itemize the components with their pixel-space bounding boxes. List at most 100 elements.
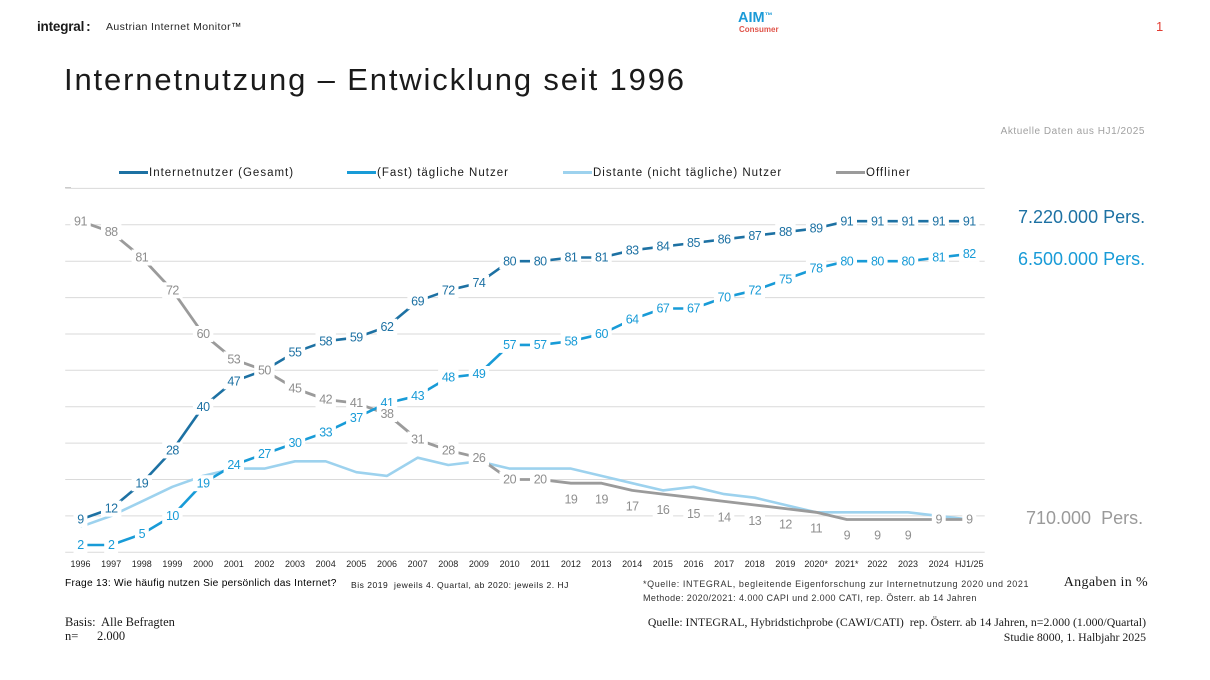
svg-text:67: 67 [656, 302, 669, 316]
svg-text:9: 9 [966, 513, 973, 527]
svg-text:10: 10 [166, 509, 179, 523]
svg-text:80: 80 [902, 254, 915, 268]
svg-text:2006: 2006 [377, 559, 397, 569]
svg-text:2004: 2004 [316, 559, 336, 569]
svg-text:60: 60 [595, 327, 608, 341]
svg-text:50: 50 [258, 363, 271, 377]
svg-text:69: 69 [411, 294, 424, 308]
svg-text:91: 91 [74, 214, 87, 228]
svg-text:72: 72 [748, 283, 761, 297]
svg-text:2: 2 [108, 538, 115, 552]
svg-text:16: 16 [656, 503, 669, 517]
svg-text:48: 48 [442, 371, 455, 385]
svg-text:88: 88 [779, 225, 792, 239]
svg-text:72: 72 [442, 283, 455, 297]
svg-text:31: 31 [411, 433, 424, 447]
svg-text:80: 80 [840, 254, 853, 268]
svg-text:9: 9 [77, 513, 84, 527]
svg-text:75: 75 [779, 273, 792, 287]
svg-text:2010: 2010 [500, 559, 520, 569]
svg-text:81: 81 [932, 251, 945, 265]
svg-text:19: 19 [135, 476, 148, 490]
svg-text:9: 9 [905, 529, 912, 543]
svg-text:57: 57 [503, 338, 516, 352]
svg-text:2019: 2019 [775, 559, 795, 569]
svg-text:12: 12 [105, 502, 118, 516]
svg-text:2012: 2012 [561, 559, 581, 569]
svg-text:57: 57 [534, 338, 547, 352]
svg-text:85: 85 [687, 236, 700, 250]
svg-text:HJ1/25: HJ1/25 [955, 559, 984, 569]
svg-text:80: 80 [534, 254, 547, 268]
svg-text:58: 58 [564, 334, 577, 348]
svg-text:28: 28 [166, 444, 179, 458]
svg-text:5: 5 [139, 527, 146, 541]
svg-text:19: 19 [564, 492, 577, 506]
svg-text:41: 41 [350, 396, 363, 410]
svg-text:64: 64 [626, 313, 639, 327]
svg-text:47: 47 [227, 374, 240, 388]
svg-text:2011: 2011 [531, 559, 550, 569]
svg-text:2017: 2017 [714, 559, 734, 569]
svg-text:33: 33 [319, 425, 332, 439]
svg-text:1998: 1998 [132, 559, 152, 569]
svg-text:27: 27 [258, 447, 271, 461]
svg-text:17: 17 [626, 500, 639, 514]
svg-text:53: 53 [227, 353, 240, 367]
svg-text:70: 70 [718, 291, 731, 305]
svg-text:13: 13 [748, 514, 761, 528]
svg-text:9: 9 [874, 529, 881, 543]
svg-text:2023: 2023 [898, 559, 918, 569]
svg-text:2: 2 [77, 538, 84, 552]
svg-text:91: 91 [902, 214, 915, 228]
svg-text:67: 67 [687, 302, 700, 316]
svg-text:2024: 2024 [929, 559, 949, 569]
svg-text:19: 19 [197, 476, 210, 490]
svg-text:43: 43 [411, 389, 424, 403]
svg-text:2021*: 2021* [835, 559, 859, 569]
svg-text:91: 91 [871, 214, 884, 228]
svg-text:1999: 1999 [162, 559, 182, 569]
svg-text:11: 11 [810, 521, 823, 535]
svg-text:62: 62 [381, 320, 394, 334]
svg-text:45: 45 [289, 382, 302, 396]
svg-text:78: 78 [810, 262, 823, 276]
svg-text:59: 59 [350, 331, 363, 345]
svg-text:2005: 2005 [346, 559, 366, 569]
svg-text:2014: 2014 [622, 559, 642, 569]
svg-text:49: 49 [472, 367, 485, 381]
svg-text:9: 9 [935, 513, 942, 527]
svg-text:58: 58 [319, 334, 332, 348]
svg-text:30: 30 [289, 436, 302, 450]
svg-text:81: 81 [135, 251, 148, 265]
svg-text:91: 91 [840, 214, 853, 228]
svg-text:80: 80 [503, 254, 516, 268]
svg-text:80: 80 [871, 254, 884, 268]
svg-text:81: 81 [595, 251, 608, 265]
svg-text:2002: 2002 [254, 559, 274, 569]
svg-text:91: 91 [932, 214, 945, 228]
svg-text:40: 40 [197, 400, 210, 414]
svg-text:2018: 2018 [745, 559, 765, 569]
svg-text:2001: 2001 [224, 559, 244, 569]
svg-text:91: 91 [963, 214, 976, 228]
svg-text:37: 37 [350, 411, 363, 425]
svg-text:38: 38 [381, 407, 394, 421]
svg-text:82: 82 [963, 247, 976, 261]
svg-text:89: 89 [810, 222, 823, 236]
svg-text:2009: 2009 [469, 559, 489, 569]
svg-text:2007: 2007 [408, 559, 428, 569]
svg-text:2020*: 2020* [804, 559, 828, 569]
svg-text:84: 84 [656, 240, 669, 254]
svg-text:86: 86 [718, 232, 731, 246]
svg-text:81: 81 [564, 251, 577, 265]
svg-text:19: 19 [595, 492, 608, 506]
svg-text:15: 15 [687, 507, 700, 521]
svg-text:20: 20 [503, 473, 516, 487]
svg-text:24: 24 [227, 458, 240, 472]
svg-text:12: 12 [779, 518, 792, 532]
svg-text:26: 26 [472, 451, 485, 465]
svg-text:88: 88 [105, 225, 118, 239]
svg-text:1997: 1997 [101, 559, 121, 569]
svg-text:42: 42 [319, 393, 332, 407]
